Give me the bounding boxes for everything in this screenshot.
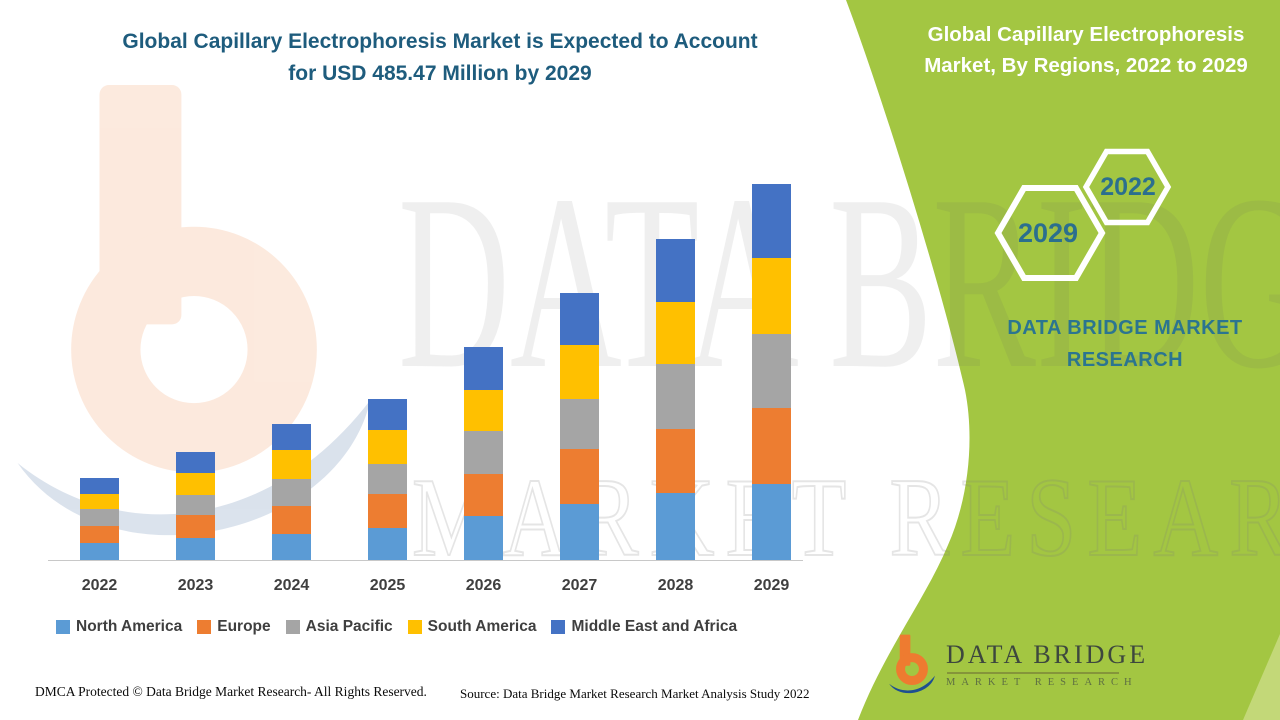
x-axis-line xyxy=(48,560,803,561)
bar-segment xyxy=(272,506,311,534)
brand-name-line1: DATA BRIDGE MARKET xyxy=(1007,317,1243,339)
bar-segment xyxy=(272,424,311,450)
green-panel-shape xyxy=(846,0,1280,720)
stacked-bar-2022 xyxy=(80,478,119,560)
x-axis-label: 2026 xyxy=(465,577,502,594)
chart-main-title: Global Capillary Electrophoresis Market … xyxy=(60,26,820,89)
legend-swatch-icon xyxy=(407,620,422,634)
legend-swatch-icon xyxy=(551,620,566,634)
bar-segment xyxy=(272,534,311,560)
bar-segment xyxy=(656,493,695,560)
bar-segment xyxy=(464,390,503,431)
hexagon-2029-icon xyxy=(994,185,1106,281)
x-axis-label: 2028 xyxy=(657,577,694,594)
bar-segment xyxy=(80,494,119,509)
x-axis-label: 2027 xyxy=(561,577,598,594)
bar-segment xyxy=(272,450,311,479)
bar-segment xyxy=(464,474,503,516)
bar-segment xyxy=(176,538,215,560)
chart-main-title-line2: for USD 485.47 Million by 2029 xyxy=(288,61,592,85)
bar-segment xyxy=(176,452,215,473)
bar-segment xyxy=(80,543,119,560)
x-axis-label: 2025 xyxy=(369,577,406,594)
logo-tagline: MARKET RESEARCH xyxy=(946,677,1138,688)
side-panel-title-line1: Global Capillary Electrophoresis xyxy=(927,23,1245,46)
bar-segment xyxy=(464,431,503,474)
bar-segment xyxy=(176,473,215,495)
hexagons-graphic xyxy=(994,148,1172,281)
bar-segment xyxy=(368,528,407,560)
stacked-bar-2028 xyxy=(656,239,695,560)
bar-segment xyxy=(368,494,407,528)
legend-label: North America xyxy=(76,618,183,635)
legend-label: Middle East and Africa xyxy=(571,618,738,635)
bar-segment xyxy=(752,408,791,484)
legend-item: South America xyxy=(407,618,537,636)
light-green-wedge xyxy=(1243,634,1280,720)
hexagon-year-2022: 2022 xyxy=(1100,172,1156,201)
logo-divider xyxy=(947,672,1119,674)
bar-segment xyxy=(560,504,599,560)
legend-item: Middle East and Africa xyxy=(551,618,737,636)
legend-item: Europe xyxy=(197,618,271,636)
data-bridge-logo-icon xyxy=(885,633,939,701)
bar-segment xyxy=(560,345,599,399)
bar-segment xyxy=(368,430,407,464)
dmca-notice: DMCA Protected © Data Bridge Market Rese… xyxy=(35,684,427,699)
bar-segment xyxy=(368,464,407,494)
data-bridge-logo-block: DATA BRIDGE MARKET RESEARCH xyxy=(946,640,1148,688)
x-axis-label: 2024 xyxy=(273,577,310,594)
legend-item: Asia Pacific xyxy=(285,618,393,636)
bar-segment xyxy=(176,515,215,538)
bar-segment xyxy=(272,479,311,506)
bar-segment xyxy=(752,484,791,560)
hexagon-2022-icon xyxy=(1082,148,1172,226)
bar-segment xyxy=(368,399,407,430)
brand-name-text: DATA BRIDGE MARKET RESEARCH xyxy=(955,312,1280,376)
legend-swatch-icon xyxy=(56,620,70,634)
logo-wordmark: DATA BRIDGE xyxy=(946,640,1149,669)
bar-segment xyxy=(560,399,599,449)
legend-label: Asia Pacific xyxy=(305,618,393,635)
bar-segment xyxy=(656,364,695,429)
bar-segment xyxy=(80,526,119,543)
stacked-bar-2029 xyxy=(752,184,791,560)
bar-segment xyxy=(80,509,119,526)
bar-segment xyxy=(656,239,695,302)
hexagon-year-2029: 2029 xyxy=(1017,217,1079,248)
source-note: Source: Data Bridge Market Research Mark… xyxy=(460,686,810,701)
x-axis-label: 2022 xyxy=(81,577,118,594)
legend-swatch-icon xyxy=(285,620,300,634)
side-panel-title: Global Capillary Electrophoresis Market,… xyxy=(895,20,1277,82)
bar-segment xyxy=(752,258,791,334)
bar-segment xyxy=(464,516,503,560)
bar-segment xyxy=(752,184,791,258)
x-axis-label: 2023 xyxy=(177,577,214,594)
bar-segment xyxy=(560,449,599,504)
brand-name-line2: RESEARCH xyxy=(1066,349,1184,371)
bar-segment xyxy=(656,302,695,364)
bar-segment xyxy=(560,293,599,345)
bar-segment xyxy=(176,495,215,515)
chart-legend: North America Europe Asia Pacific South Ame… xyxy=(56,618,737,636)
bar-segment xyxy=(656,429,695,493)
stacked-bar-2023 xyxy=(176,452,215,560)
x-axis-label: 2029 xyxy=(753,577,790,594)
bar-segment xyxy=(464,347,503,390)
stacked-bar-2024 xyxy=(272,424,311,560)
stacked-bar-2027 xyxy=(560,293,599,560)
legend-label: Europe xyxy=(217,618,271,635)
chart-main-title-line1: Global Capillary Electrophoresis Market … xyxy=(122,30,758,53)
legend-swatch-icon xyxy=(197,620,212,634)
stacked-bar-2025 xyxy=(368,399,407,560)
stacked-bar-2026 xyxy=(464,347,503,560)
bar-segment xyxy=(752,334,791,408)
side-panel-title-line2: Market, By Regions, 2022 to 2029 xyxy=(924,53,1248,77)
legend-label: South America xyxy=(427,618,537,635)
bar-segment xyxy=(80,478,119,494)
legend-item: North America xyxy=(56,618,182,636)
